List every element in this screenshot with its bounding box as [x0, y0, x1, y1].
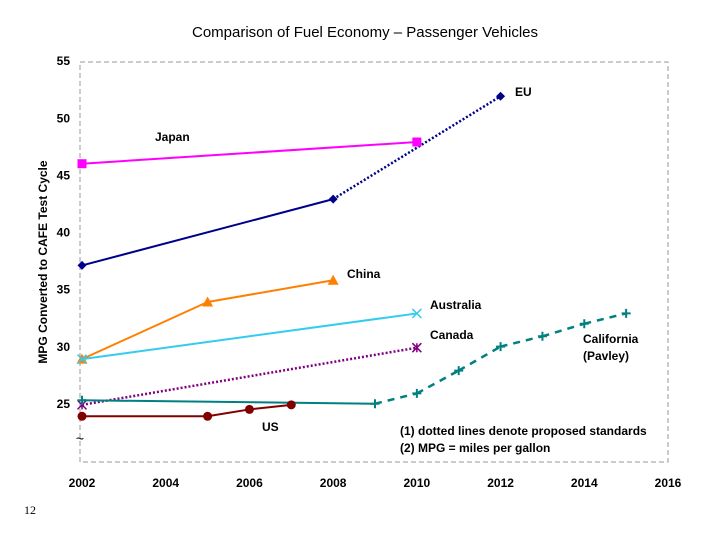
y-axis-label: MPG Converted to CAFE Test Cycle	[36, 160, 50, 363]
marker	[412, 388, 422, 398]
x-tick-label: 2006	[236, 476, 263, 490]
note: (2) MPG = miles per gallon	[400, 441, 550, 455]
marker	[286, 400, 296, 410]
marker	[496, 342, 506, 352]
line-segment	[583, 312, 627, 325]
line-segment	[81, 141, 417, 165]
series-label: EU	[515, 85, 532, 99]
marker	[328, 194, 338, 204]
line-segment	[500, 335, 543, 348]
chart-title: Comparison of Fuel Economy – Passenger V…	[192, 24, 538, 41]
line-segment	[542, 322, 585, 338]
marker	[77, 260, 87, 270]
note: (1) dotted lines denote proposed standar…	[400, 424, 647, 438]
series-label: US	[262, 420, 279, 434]
line-segment	[81, 346, 418, 407]
marker	[77, 395, 87, 405]
line-segment	[81, 399, 376, 405]
x-tick-label: 2008	[320, 476, 347, 490]
x-tick-label: 2004	[152, 476, 179, 490]
marker	[412, 137, 422, 147]
series-label: China	[347, 267, 381, 281]
marker	[621, 308, 631, 318]
page-number: 12	[24, 503, 36, 517]
line-segment	[374, 392, 418, 405]
line-segment	[81, 312, 417, 361]
marker	[411, 342, 422, 353]
marker	[537, 331, 547, 341]
line-segment	[207, 408, 250, 418]
series-label: Canada	[430, 328, 474, 342]
x-tick-label: 2014	[571, 476, 598, 490]
marker	[77, 411, 87, 421]
series-label: (Pavley)	[583, 349, 629, 363]
marker	[202, 296, 214, 307]
marker	[454, 366, 464, 376]
series-label: Australia	[430, 298, 482, 312]
y-tick-label: 30	[57, 340, 71, 354]
marker	[411, 308, 422, 319]
series-label: Japan	[155, 130, 190, 144]
marker	[203, 411, 213, 421]
marker	[370, 399, 380, 409]
line-segment	[207, 279, 334, 303]
x-tick-label: 2016	[655, 476, 682, 490]
y-tick-label: 50	[57, 111, 71, 125]
y-tick-label: 40	[57, 226, 71, 240]
line-segment	[416, 369, 460, 395]
plot-frame	[79, 61, 669, 463]
x-tick-label: 2010	[404, 476, 431, 490]
line-segment	[332, 95, 502, 201]
axis-break: ~	[76, 431, 84, 447]
marker	[244, 404, 254, 414]
line-segment	[249, 403, 292, 411]
marker	[327, 274, 339, 285]
x-tick-label: 2002	[69, 476, 96, 490]
line-segment	[81, 198, 334, 267]
y-tick-label: 45	[57, 168, 71, 182]
marker	[77, 159, 87, 169]
y-tick-label: 35	[57, 283, 71, 297]
marker	[76, 354, 88, 365]
series-label: California	[583, 332, 639, 346]
marker	[496, 91, 506, 101]
line-segment	[458, 345, 502, 372]
y-tick-label: 55	[57, 54, 71, 68]
y-tick-label: 25	[57, 397, 71, 411]
marker	[579, 319, 589, 329]
line-segment	[81, 301, 208, 361]
x-tick-label: 2012	[487, 476, 514, 490]
